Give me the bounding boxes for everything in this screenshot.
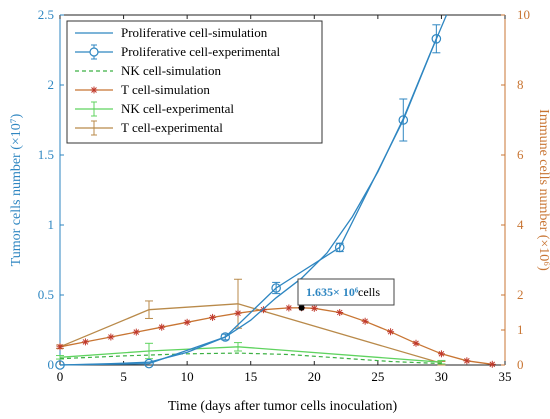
t-cell-experimental-line (59, 303, 442, 364)
t-cell-simulation-marker (310, 304, 318, 312)
proliferative-experimental-point (431, 33, 442, 44)
t-cell-simulation-marker (132, 328, 140, 336)
axes: 0 5 10 15 20 25 30 35 0 0.5 1 1.5 2 2.5 0 1 2 4 6 8 10 (38, 7, 530, 384)
legend-box (66, 20, 323, 144)
legend-entry: NK cell-experimental (75, 101, 234, 117)
y-left-tick-label: 2.5 (38, 7, 54, 22)
t-cell-simulation-marker (158, 323, 166, 331)
legend-entry: Proliferative cell-experimental (75, 44, 281, 60)
legend-asterisk (91, 87, 97, 93)
legend: Proliferative cell-simulation Proliferati… (66, 20, 323, 144)
y-left-tick-label: 0.5 (38, 287, 54, 302)
t-cell-simulation-marker (437, 350, 445, 358)
t-cell-simulation-marker (81, 338, 89, 346)
y-right-tick-label: 4 (517, 217, 524, 232)
t-cell-simulation-marker (56, 343, 64, 351)
proliferative-simulation-line (59, 14, 448, 366)
legend-label: NK cell-simulation (121, 63, 222, 78)
y-right-tick-label: 1 (517, 322, 524, 337)
t-cell-simulation-marker (285, 304, 293, 312)
proliferative-experimental-point (334, 242, 345, 253)
proliferative-experimental-point (220, 332, 231, 342)
t-cell-simulation-marker (336, 309, 344, 316)
y-right-tick-label: 8 (517, 77, 524, 92)
x-tick-label: 30 (435, 369, 448, 384)
y-right-tick-label: 2 (517, 287, 524, 302)
y-right-tick-label: 0 (517, 357, 524, 372)
t-cell-simulation-marker (209, 313, 217, 321)
t-cell-simulation-marker (107, 333, 115, 341)
nk-cell-simulation-line (59, 352, 442, 365)
legend-label: NK cell-experimental (121, 101, 234, 116)
annotation: 1.635× 10⁶ cells (297, 278, 395, 311)
annotation-unit: cells (358, 285, 380, 299)
legend-entry: Proliferative cell-simulation (75, 25, 268, 40)
y-right-tick-label: 10 (517, 7, 530, 22)
t-cell-simulation-marker (387, 328, 395, 336)
t-cell-simulation-marker (183, 318, 191, 326)
annotation-box (297, 278, 395, 306)
x-tick-label: 35 (499, 369, 512, 384)
t-cell-simulation-marker (412, 339, 420, 347)
legend-entry: NK cell-simulation (75, 63, 222, 78)
y-left-tick-label: 1.5 (38, 147, 54, 162)
nk-cell-experimental-line (59, 346, 442, 363)
legend-entry: T cell-experimental (75, 120, 223, 136)
t-cell-simulation-marker (488, 360, 496, 368)
legend-label: Proliferative cell-experimental (121, 44, 281, 59)
y-left-tick-label: 2 (48, 77, 55, 92)
legend-entry: T cell-simulation (75, 82, 210, 97)
x-axis-title: Time (days after tumor cells inoculation… (168, 399, 398, 414)
annotation-value: 1.635× 10⁶ (306, 285, 359, 299)
y-left-tick-label: 0 (48, 357, 55, 372)
x-tick-label: 15 (244, 369, 257, 384)
t-cell-simulation-marker (463, 357, 471, 365)
x-tick-label: 25 (371, 369, 384, 384)
x-tick-label: 20 (308, 369, 321, 384)
legend-label: T cell-experimental (121, 120, 223, 135)
legend-circle-marker (89, 47, 99, 57)
y-right-tick-label: 6 (517, 147, 524, 162)
proliferative-experimental-point (144, 358, 154, 369)
y-axis-left-title: Tumor cells number (×10⁷) (9, 113, 24, 266)
legend-label: Proliferative cell-simulation (121, 25, 268, 40)
y-axis-right-title: Immune cells number (×10⁶) (536, 109, 550, 271)
t-cell-simulation-marker (361, 317, 369, 325)
t-cell-simulation-marker (234, 309, 242, 317)
x-tick-label: 10 (181, 369, 194, 384)
x-tick-label: 5 (120, 369, 127, 384)
proliferative-experimental-point (271, 283, 281, 293)
legend-label: T cell-simulation (121, 82, 210, 97)
x-tick-label: 0 (57, 369, 64, 384)
annotation-point (298, 304, 305, 311)
y-left-tick-label: 1 (48, 217, 55, 232)
proliferative-experimental-point (398, 115, 409, 125)
